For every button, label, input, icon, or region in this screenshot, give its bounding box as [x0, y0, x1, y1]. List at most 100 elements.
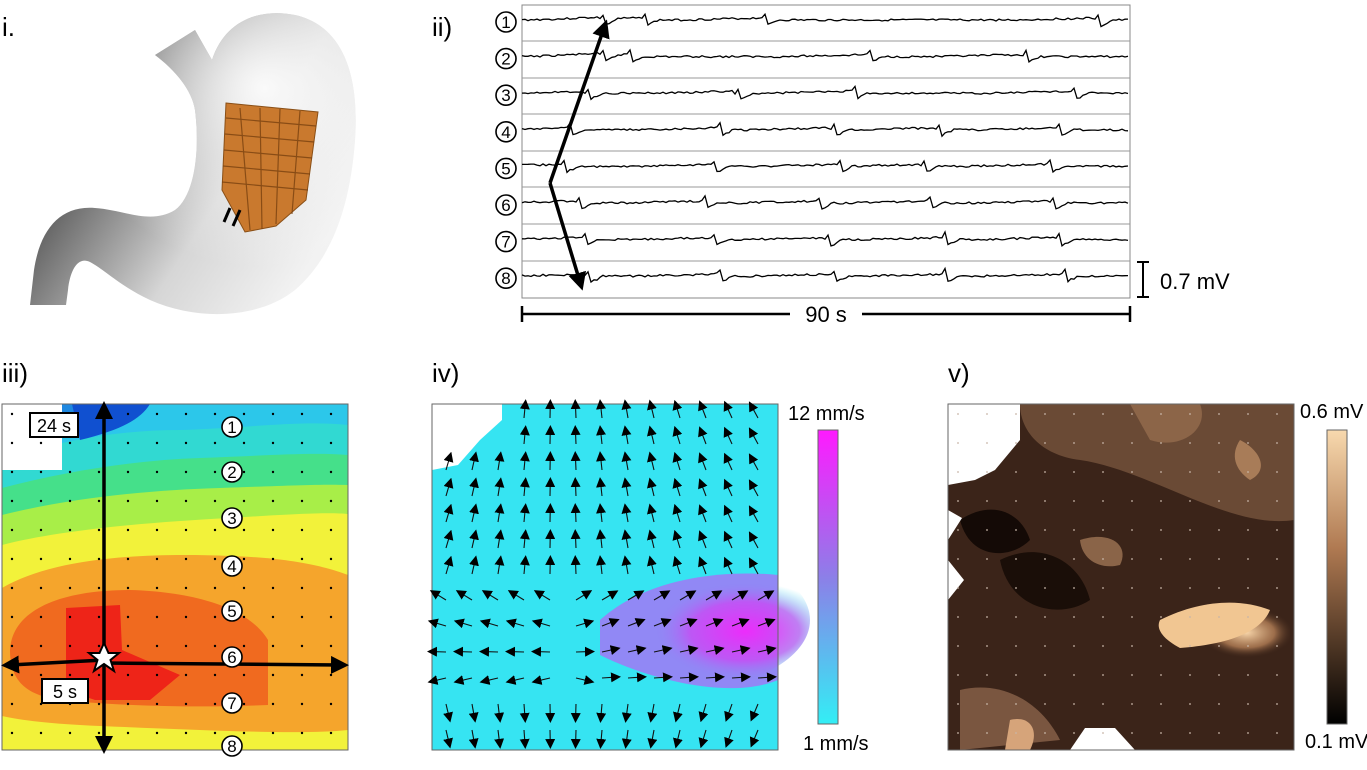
velocity-vector [575, 590, 593, 601]
svg-text:4: 4 [501, 123, 510, 142]
svg-text:7: 7 [501, 233, 510, 252]
time-scale-label: 90 s [805, 302, 847, 327]
channel-number-1: 1 [495, 11, 517, 33]
velocity-vector [443, 729, 453, 749]
velocity-vector [698, 478, 708, 497]
amplitude-colorbar-min: 0.1 mV [1305, 731, 1367, 753]
velocity-vector [427, 675, 447, 685]
svg-text:2: 2 [501, 50, 510, 69]
velocity-vector [705, 618, 724, 628]
velocity-vector [519, 529, 530, 549]
velocity-vector [757, 672, 777, 683]
velocity-vector [469, 451, 479, 471]
velocity-vector [723, 400, 733, 419]
velocity-vector [570, 503, 581, 523]
velocity-vector [429, 590, 447, 601]
svg-text:6: 6 [227, 648, 236, 667]
panel-label-v: v) [948, 358, 970, 388]
velocity-vector [647, 425, 657, 445]
speed-colorbar [817, 429, 839, 725]
velocity-vector [621, 477, 632, 497]
velocity-vector [519, 503, 530, 523]
velocity-vector [748, 531, 759, 549]
svg-text:5: 5 [227, 602, 236, 621]
bottom-time-box [41, 678, 89, 704]
trace-3 [521, 84, 1129, 101]
velocity-vector [748, 505, 759, 523]
channel-number-5: 5 [495, 157, 517, 180]
time-scalebar [520, 306, 1132, 322]
velocity-vector [672, 555, 683, 575]
svg-text:8: 8 [501, 269, 510, 288]
velocity-vector [698, 703, 709, 723]
velocity-vector [570, 555, 581, 575]
velocity-vector [723, 452, 733, 471]
svg-text:3: 3 [227, 509, 236, 528]
channel-numbers: 1 2 3 4 5 6 7 8 [495, 11, 517, 290]
velocity-vector [748, 427, 759, 445]
velocity-vector [596, 451, 607, 471]
velocity-vector [596, 555, 607, 575]
velocity-vector [570, 399, 581, 419]
channel-number-3: 3 [495, 84, 517, 106]
isochrone-label-3: 3 [221, 507, 243, 529]
trace-8 [521, 266, 1129, 284]
channel-number-6: 6 [495, 194, 517, 216]
velocity-vector [748, 557, 759, 575]
velocity-vector [481, 590, 499, 601]
amplitude-colorbar-max: 0.6 mV [1300, 401, 1364, 423]
velocity-vector [621, 529, 632, 549]
velocity-vector [723, 478, 733, 497]
amplitude-map [947, 403, 1295, 751]
svg-text:5: 5 [501, 159, 510, 178]
velocity-vector [748, 479, 759, 497]
isochrone-label-6: 6 [221, 646, 243, 668]
velocity-vector [723, 530, 733, 549]
velocity-vector [672, 399, 683, 419]
channel-number-8: 8 [495, 267, 517, 290]
velocity-vector [507, 590, 525, 601]
velocity-vector [653, 672, 673, 683]
velocity-vector [627, 645, 647, 655]
velocity-vector [723, 556, 733, 575]
velocity-vector [679, 645, 699, 655]
velocity-vector [621, 451, 632, 471]
velocity-vector [749, 729, 760, 748]
channel-number-4: 4 [495, 121, 517, 143]
velocity-vector [757, 590, 775, 601]
velocity-vector [494, 703, 505, 723]
velocity-vector [647, 555, 657, 575]
velocity-vector [505, 675, 525, 685]
velocity-vector [672, 425, 683, 445]
velocity-vector [627, 618, 646, 628]
channel-number-7: 7 [495, 230, 517, 253]
svg-text:2: 2 [227, 463, 236, 482]
trace-2 [521, 48, 1129, 63]
svg-text:1: 1 [227, 418, 236, 437]
svg-text:1: 1 [501, 13, 510, 32]
velocity-vector [621, 399, 632, 419]
velocity-vector [443, 555, 454, 575]
velocity-vector [469, 477, 479, 497]
velocity-vector [647, 529, 657, 549]
velocity-vector [705, 672, 725, 683]
isochrone-label-1: 1 [221, 416, 243, 438]
velocity-vector [621, 703, 632, 723]
stomach-illustration [30, 13, 356, 315]
velocity-vector [601, 590, 619, 601]
velocity-vector [469, 503, 479, 523]
velocity-vector [596, 503, 607, 523]
velocity-vector [653, 618, 672, 628]
velocity-vector [505, 618, 525, 629]
velocity-vector [757, 618, 776, 628]
velocity-vector [468, 703, 479, 723]
velocity-vector [570, 451, 581, 471]
velocity-vector [647, 451, 657, 471]
velocity-vector [679, 618, 698, 628]
velocity-vector [653, 590, 671, 601]
velocity-vector [705, 590, 723, 601]
velocity-vector [731, 590, 749, 601]
velocity-vector [601, 672, 621, 683]
velocity-vector [731, 672, 751, 683]
